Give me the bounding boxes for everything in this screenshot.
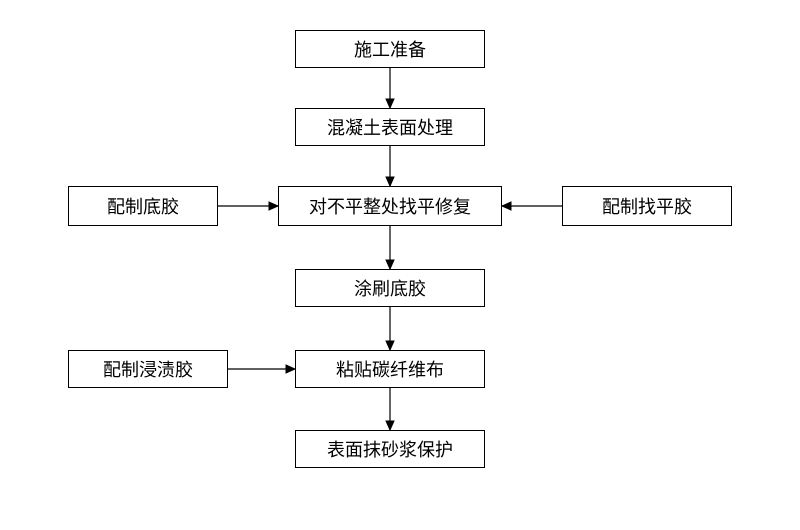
flow-node-label: 配制浸渍胶 <box>103 356 193 382</box>
flow-node-n6: 表面抹砂浆保护 <box>295 430 485 468</box>
flow-node-label: 施工准备 <box>354 36 426 62</box>
flow-node-l2: 配制浸渍胶 <box>68 350 228 388</box>
flow-node-label: 对不平整处找平修复 <box>309 193 471 219</box>
flow-node-label: 配制底胶 <box>107 193 179 219</box>
flow-node-n5: 粘贴碳纤维布 <box>295 350 485 388</box>
flow-node-label: 表面抹砂浆保护 <box>327 436 453 462</box>
flow-node-r1: 配制找平胶 <box>562 186 732 226</box>
flow-node-label: 涂刷底胶 <box>354 275 426 301</box>
flow-node-n3: 对不平整处找平修复 <box>278 186 502 226</box>
flow-node-label: 粘贴碳纤维布 <box>336 356 444 382</box>
flow-node-n4: 涂刷底胶 <box>295 269 485 307</box>
flow-node-n2: 混凝土表面处理 <box>295 108 485 146</box>
flow-node-label: 混凝土表面处理 <box>327 114 453 140</box>
flow-node-n1: 施工准备 <box>295 30 485 68</box>
flow-node-l1: 配制底胶 <box>68 186 218 226</box>
flow-node-label: 配制找平胶 <box>602 193 692 219</box>
